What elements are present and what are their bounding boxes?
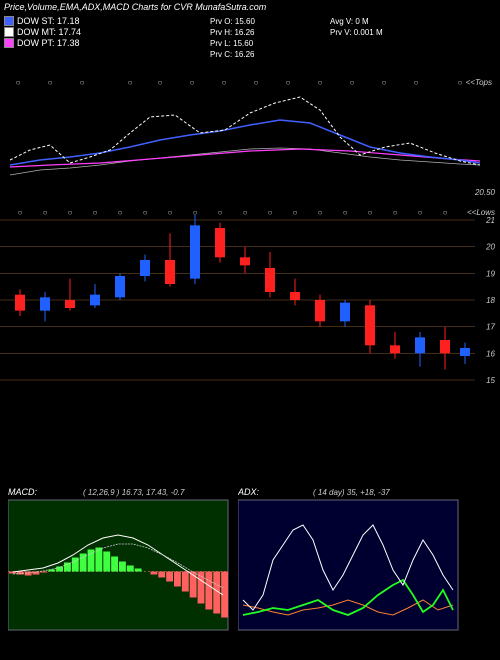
info-row: Prv O: 15.60 [210, 16, 255, 27]
legend-item: DOW ST: 17.18 [4, 16, 81, 26]
svg-text:○: ○ [143, 208, 148, 217]
svg-text:○: ○ [350, 78, 355, 87]
legend-label: DOW MT: 17.74 [17, 27, 81, 37]
svg-text:( 12,26,9 ) 16.73, 17.43, -0: ( 12,26,9 ) 16.73, 17.43, -0.7 [83, 488, 185, 497]
svg-text:20.50: 20.50 [474, 188, 496, 197]
legend-label: DOW ST: 17.18 [17, 16, 80, 26]
svg-text:○: ○ [18, 208, 23, 217]
info-row: Prv L: 15.60 [210, 38, 255, 49]
info-row: Prv H: 16.26 [210, 27, 255, 38]
svg-text:20: 20 [485, 243, 495, 252]
svg-text:17: 17 [486, 323, 495, 332]
svg-text:18: 18 [486, 296, 495, 305]
svg-text:○: ○ [80, 78, 85, 87]
svg-text:○: ○ [318, 78, 323, 87]
svg-text:( 14 day) 35, +18, -37: ( 14 day) 35, +18, -37 [313, 488, 390, 497]
info-row: Prv V: 0.001 M [330, 27, 383, 38]
legend-label: DOW PT: 17.38 [17, 38, 80, 48]
svg-text:MACD:: MACD: [8, 487, 37, 497]
svg-text:○: ○ [458, 78, 463, 87]
svg-text:○: ○ [218, 208, 223, 217]
svg-text:○: ○ [16, 78, 21, 87]
info-prev-ohlc: Prv O: 15.60Prv H: 16.26Prv L: 15.60Prv … [210, 16, 255, 60]
svg-text:○: ○ [118, 208, 123, 217]
legend-item: DOW PT: 17.38 [4, 38, 81, 48]
adx-chart: ADX: ( 14 day) 35, +18, -37 [238, 485, 468, 635]
candlestick-chart: <<Lows○○○○○○○○○○○○○○○○○○15161718192021 [0, 205, 500, 385]
legend-block: DOW ST: 17.18DOW MT: 17.74DOW PT: 17.38 [4, 16, 81, 49]
legend-swatch [4, 16, 14, 26]
legend-swatch [4, 38, 14, 48]
svg-text:○: ○ [254, 78, 259, 87]
macd-chart: MACD: ( 12,26,9 ) 16.73, 17.43, -0.7 [8, 485, 238, 635]
svg-text:○: ○ [243, 208, 248, 217]
svg-text:○: ○ [418, 208, 423, 217]
svg-text:<<Tops: <<Tops [466, 78, 492, 87]
svg-text:○: ○ [158, 78, 163, 87]
svg-text:○: ○ [222, 78, 227, 87]
svg-text:○: ○ [393, 208, 398, 217]
svg-text:○: ○ [382, 78, 387, 87]
svg-text:○: ○ [414, 78, 419, 87]
svg-text:○: ○ [268, 208, 273, 217]
svg-text:○: ○ [48, 78, 53, 87]
info-volume: Avg V: 0 MPrv V: 0.001 M [330, 16, 383, 38]
svg-text:ADX:: ADX: [238, 487, 260, 497]
svg-text:○: ○ [318, 208, 323, 217]
svg-text:○: ○ [368, 208, 373, 217]
svg-text:○: ○ [128, 78, 133, 87]
svg-text:19: 19 [486, 269, 495, 278]
chart-title: Price,Volume,EMA,ADX,MACD Charts for CVR… [4, 2, 266, 12]
svg-text:16: 16 [486, 349, 495, 358]
svg-text:○: ○ [286, 78, 291, 87]
svg-text:○: ○ [43, 208, 48, 217]
legend-item: DOW MT: 17.74 [4, 27, 81, 37]
svg-text:15: 15 [486, 376, 495, 385]
info-row: Prv C: 16.26 [210, 49, 255, 60]
svg-text:○: ○ [93, 208, 98, 217]
svg-text:○: ○ [168, 208, 173, 217]
svg-text:21: 21 [485, 216, 495, 225]
svg-text:○: ○ [443, 208, 448, 217]
svg-text:○: ○ [68, 208, 73, 217]
svg-text:○: ○ [190, 78, 195, 87]
svg-text:○: ○ [293, 208, 298, 217]
ema-chart: ○○○○○○○○○○○○○○<<Tops20.50 [0, 75, 500, 205]
info-row: Avg V: 0 M [330, 16, 383, 27]
svg-text:○: ○ [343, 208, 348, 217]
legend-swatch [4, 27, 14, 37]
